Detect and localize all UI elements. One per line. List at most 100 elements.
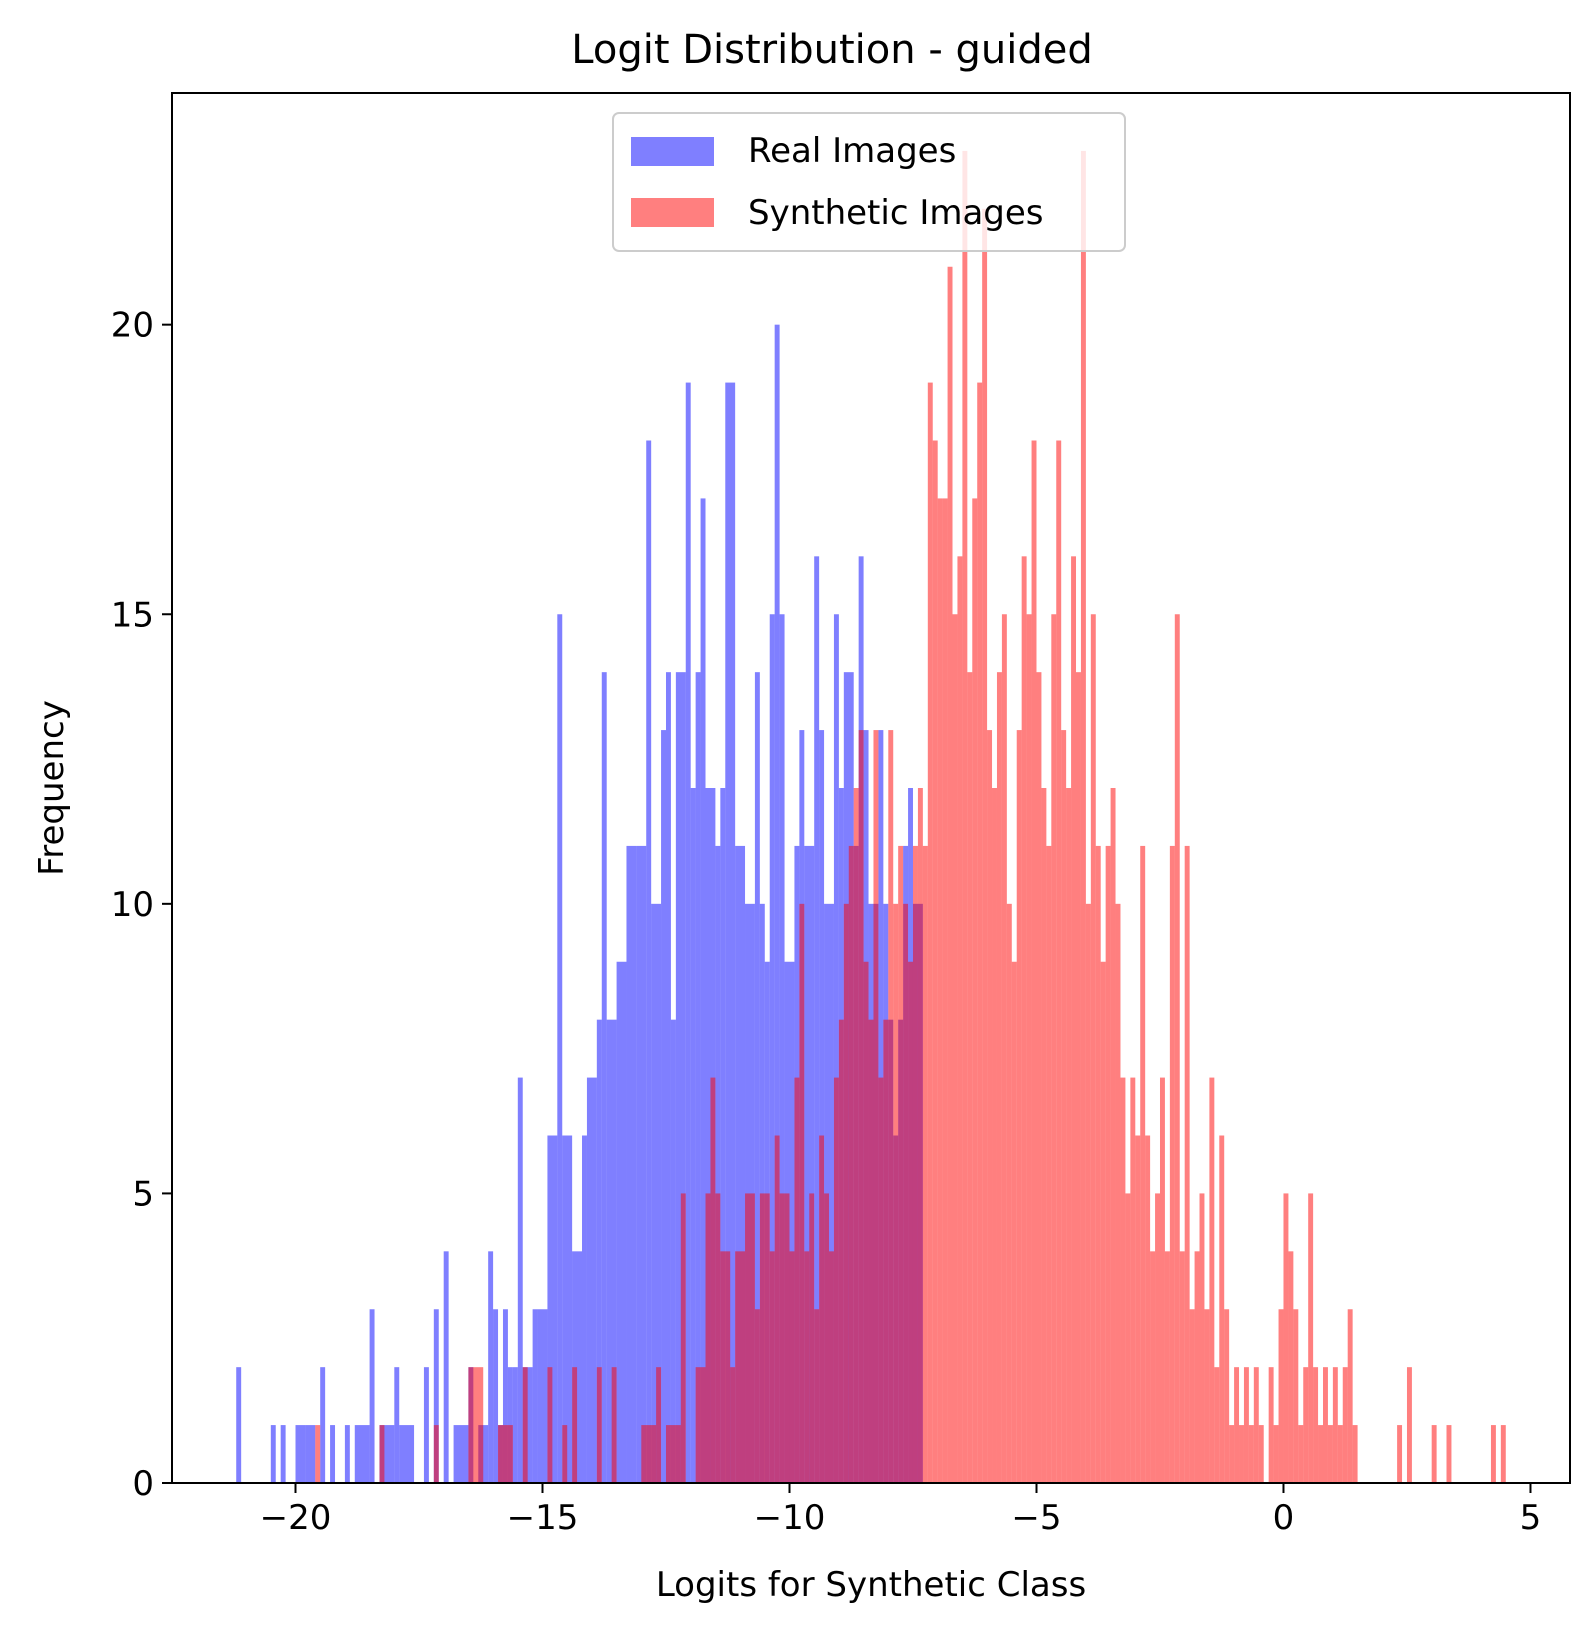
histogram-bar	[1001, 614, 1007, 1483]
histogram-bar	[1239, 1425, 1244, 1483]
histogram-bar	[710, 1077, 716, 1483]
histogram-bar	[794, 1077, 800, 1483]
histogram-bar	[745, 903, 755, 1483]
histogram-bar	[838, 1019, 844, 1483]
histogram-bar	[1298, 1425, 1304, 1483]
histogram-bar	[611, 1367, 617, 1483]
histogram-bar	[547, 1135, 558, 1483]
histogram-bar	[1327, 1425, 1333, 1483]
histogram-bar	[1313, 1367, 1319, 1483]
histogram-bar	[646, 440, 652, 1483]
histogram-bar	[488, 1251, 494, 1483]
histogram-bar	[888, 730, 894, 1483]
histogram-bar	[1105, 845, 1111, 1483]
histogram-bar	[848, 845, 854, 1483]
histogram-bar	[695, 1367, 706, 1483]
histogram-bar	[1288, 1251, 1294, 1483]
histogram-bar	[730, 1367, 736, 1483]
histogram-bar	[853, 788, 859, 1483]
legend-label-real: Real Images	[748, 131, 956, 171]
histogram-bar	[903, 903, 909, 1483]
histogram-bar	[596, 1019, 602, 1483]
histogram-bar	[1095, 845, 1101, 1483]
histogram-bar	[1090, 614, 1096, 1483]
histogram-bar	[1110, 788, 1116, 1483]
histogram-bar	[912, 845, 918, 1483]
histogram-bar	[898, 845, 904, 1483]
histogram-bar	[675, 672, 686, 1483]
histogram-bar	[705, 1193, 711, 1483]
histogram-bar	[1253, 1367, 1259, 1483]
histogram-bar	[1243, 1367, 1249, 1483]
histogram-bar	[754, 1309, 760, 1483]
histogram-bar	[883, 1019, 889, 1483]
histogram-bar	[320, 1367, 326, 1483]
histogram-bar	[690, 788, 696, 1483]
y-axis: 0 5 10 15 20	[111, 306, 172, 1504]
histogram-bar	[1056, 440, 1062, 1483]
histogram-bar	[819, 1135, 825, 1483]
histogram-bar	[1155, 1193, 1160, 1483]
x-tick-label: −20	[260, 1498, 332, 1538]
histogram-bar	[1184, 845, 1190, 1483]
histogram-bar	[433, 1309, 439, 1483]
histogram-bar	[394, 1367, 400, 1483]
histogram-bar	[932, 440, 938, 1483]
histogram-bar	[586, 1077, 597, 1483]
histogram-bar	[1209, 1077, 1215, 1483]
histogram-bar	[774, 324, 780, 1483]
histogram-bar	[1204, 1309, 1210, 1483]
histogram-bar	[1446, 1425, 1452, 1483]
histogram-bar	[942, 498, 948, 1483]
histogram-bar	[715, 1193, 721, 1483]
histogram-bar	[1337, 1425, 1343, 1483]
histogram-bar	[572, 1251, 583, 1483]
histogram-bar	[547, 1367, 553, 1483]
histogram-bar	[453, 1425, 469, 1483]
histogram-bar	[1130, 1077, 1136, 1483]
histogram-bar	[1100, 961, 1106, 1483]
histogram-bar	[1332, 1367, 1338, 1483]
histogram-bar	[330, 1425, 336, 1483]
histogram-bar	[1080, 150, 1086, 1483]
histogram-bar	[1248, 1425, 1254, 1483]
histogram-bar	[636, 845, 647, 1483]
y-tick-label: 10	[111, 885, 154, 925]
histogram-bar	[947, 266, 953, 1483]
histogram-bar	[982, 208, 988, 1484]
histogram-bar	[1125, 1193, 1131, 1483]
histogram-bar	[1115, 903, 1121, 1483]
histogram-bar	[987, 730, 993, 1483]
histogram-bar	[1145, 1135, 1151, 1483]
histogram-bar	[1041, 788, 1047, 1483]
histogram-bar	[745, 1193, 755, 1483]
histogram-bar	[1011, 961, 1017, 1483]
histogram-bar	[1500, 1425, 1506, 1483]
histogram-bar	[1066, 788, 1072, 1483]
legend-box	[612, 112, 1126, 252]
histogram-bar	[236, 1367, 242, 1483]
histogram-bar	[517, 1077, 523, 1483]
histogram-bar	[814, 1309, 820, 1483]
bars-layer	[236, 150, 1506, 1484]
histogram-bar	[1150, 1251, 1156, 1483]
histogram-bar	[769, 614, 775, 1483]
x-tick-label: −15	[507, 1498, 579, 1538]
histogram-bar	[270, 1425, 276, 1483]
histogram-bar	[819, 730, 825, 1483]
histogram-bar	[1268, 1367, 1274, 1483]
histogram-bar	[1258, 1425, 1264, 1483]
histogram-bar	[957, 556, 963, 1483]
histogram-bar	[626, 845, 637, 1483]
histogram-bar	[759, 903, 765, 1483]
histogram-bar	[759, 1193, 770, 1483]
x-axis: −20 −15 −10 −5 0 5	[260, 1483, 1541, 1538]
histogram-bar	[562, 1425, 568, 1483]
histogram-bar	[1283, 1193, 1289, 1483]
histogram-bar	[1397, 1425, 1403, 1483]
histogram-bar	[977, 382, 983, 1484]
histogram-bar	[443, 1251, 449, 1483]
chart-title: Logit Distribution - guided	[571, 27, 1092, 73]
histogram-bar	[779, 1193, 785, 1483]
histogram-bar	[829, 1251, 834, 1483]
